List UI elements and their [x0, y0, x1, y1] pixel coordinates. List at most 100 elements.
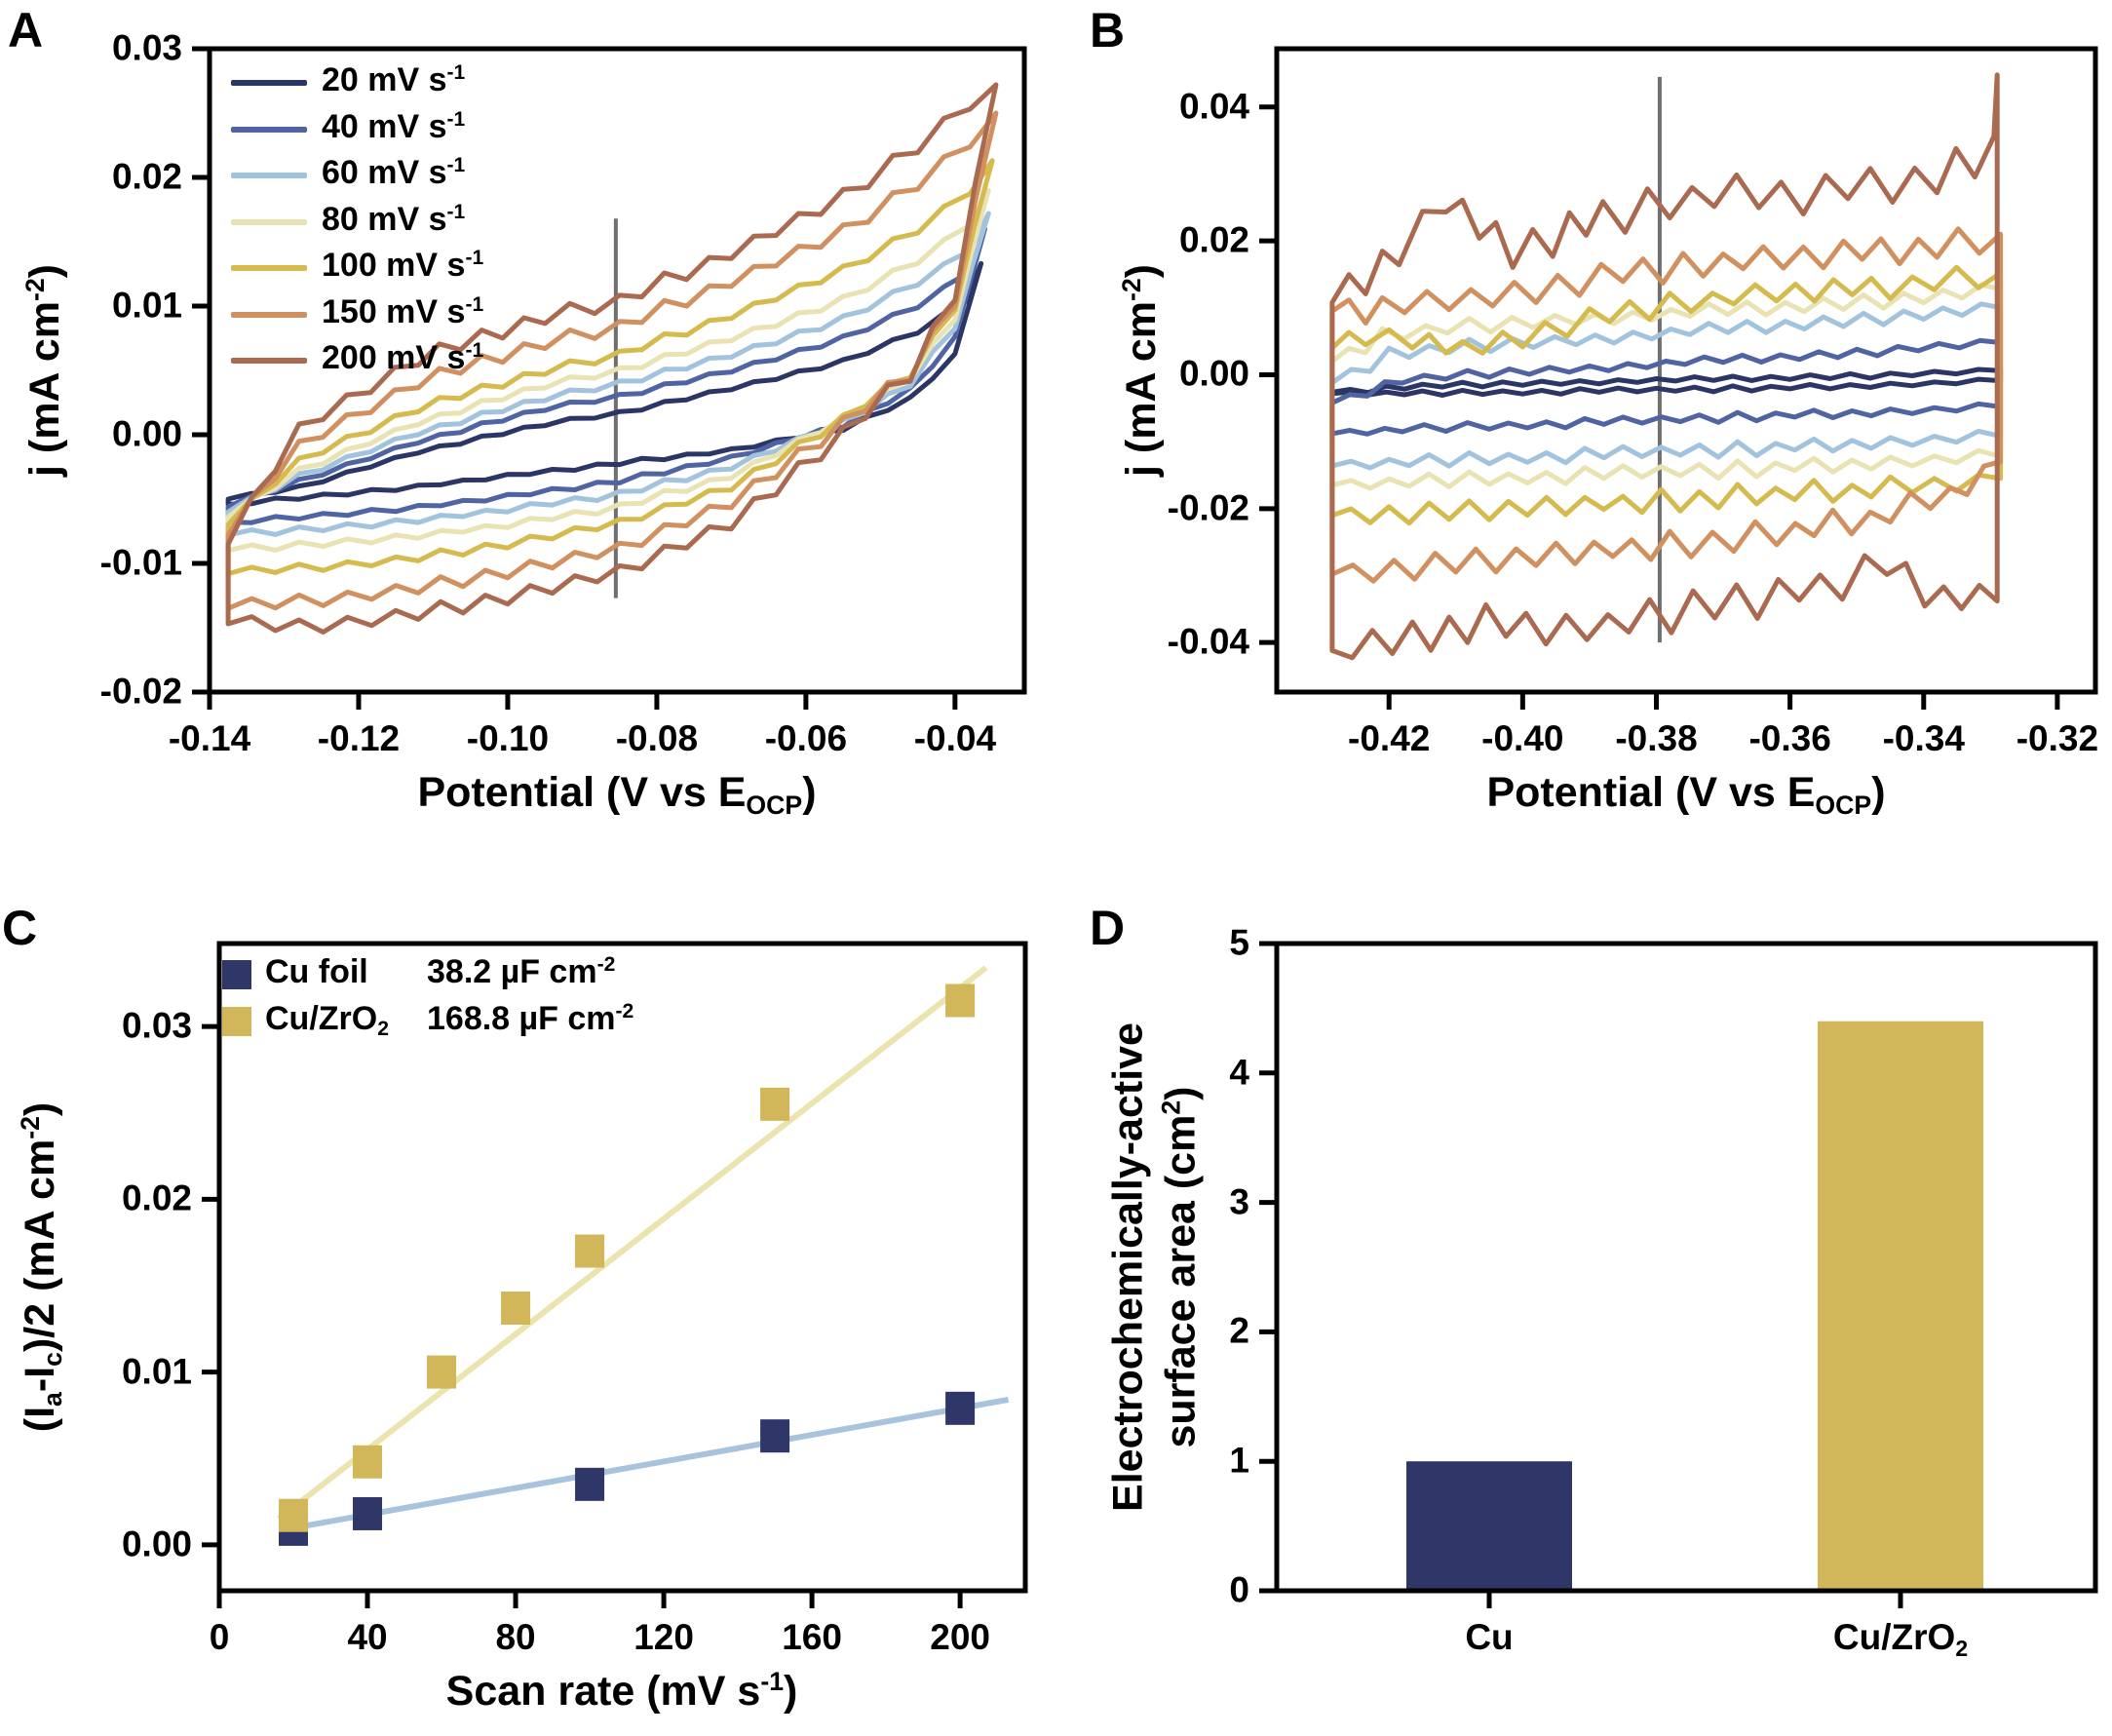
cv-curve-A-200mvs — [225, 82, 999, 635]
x-tick-label-C-0: 0 — [209, 1617, 230, 1657]
scatter-point-cu-zro2 — [279, 1498, 309, 1532]
label-part: surface area (cm — [1157, 1114, 1204, 1448]
label-part: j (mA cm — [21, 301, 69, 478]
cv-curve-B-20mvs — [1329, 366, 2004, 398]
label-part: -1 — [446, 154, 466, 177]
label-part: ) — [1118, 263, 1166, 279]
x-tick-label-B-4: -0.34 — [1882, 718, 1965, 758]
y-tick-label-A-1: 0.02 — [111, 156, 182, 197]
label-part: 150 mV s — [322, 292, 466, 330]
label-part: Cu — [1465, 1617, 1514, 1657]
label-part: 40 mV s — [322, 107, 447, 145]
legend-value-C-cu-zro2: 168.8 µF cm-2 — [427, 1000, 634, 1037]
axis-label-x-A: Potential (V vs EOCP) — [417, 769, 816, 819]
y-tick-label-A-2: 0.01 — [111, 285, 182, 326]
cv-curve-A-150mvs — [225, 110, 999, 611]
label-part: -1 — [465, 292, 484, 316]
cv-curve-A-100mvs — [225, 158, 995, 577]
legend-item-A-20mvs: 20 mV s-1 — [322, 61, 465, 98]
label-part: 60 mV s — [322, 154, 447, 191]
axis-label-x-C: Scan rate (mV s-1) — [445, 1667, 798, 1715]
panel-letter-C: C — [2, 901, 38, 955]
cv-curve-A-80mvs — [225, 187, 991, 554]
y-tick-label-A-5: -0.02 — [99, 671, 182, 712]
x-tick-label-C-3: 120 — [634, 1617, 694, 1657]
scatter-point-cu-foil — [575, 1467, 605, 1501]
axis-label-line: (Ia-Ic)/2 (mA cm-2) — [15, 1102, 67, 1432]
y-tick-label-D-3: 2 — [1229, 1311, 1249, 1352]
x-tick-label-A-3: -0.08 — [615, 718, 699, 758]
label-part: -2 — [20, 278, 51, 302]
y-tick-label-B-1: 0.02 — [1178, 219, 1249, 260]
x-tick-label-C-2: 80 — [495, 1617, 536, 1657]
label-part: -2 — [615, 1000, 634, 1023]
y-tick-label-C-3: 0.00 — [121, 1524, 192, 1564]
y-tick-label-B-3: -0.02 — [1167, 487, 1249, 528]
axis-label-line: j (mA cm-2) — [19, 264, 72, 477]
label-part: j (mA cm — [1118, 301, 1166, 478]
y-tick-label-D-1: 4 — [1229, 1052, 1249, 1093]
y-tick-label-C-1: 0.02 — [121, 1177, 192, 1218]
fit-line-cu-zro2 — [276, 965, 988, 1522]
label-part: -I — [17, 1366, 64, 1393]
bar-cu — [1406, 1461, 1572, 1591]
label-part: -1 — [446, 200, 466, 223]
label-part: )/2 (mA cm — [17, 1138, 64, 1353]
x-tick-label-A-4: -0.06 — [764, 718, 848, 758]
label-part: Cu/ZrO — [265, 1000, 378, 1037]
plot-box-C — [216, 941, 1028, 1594]
scatter-point-cu-foil — [945, 1391, 976, 1425]
x-tick-label-C-4: 160 — [782, 1617, 842, 1657]
axis-label-y-A: j (mA cm-2) — [19, 264, 72, 477]
legend-value-C-cu-foil: 38.2 µF cm-2 — [427, 953, 616, 990]
label-part: 2 — [1156, 1099, 1186, 1115]
label-part: -2 — [596, 953, 616, 977]
axis-label-line: surface area (cm2) — [1155, 1022, 1208, 1512]
x-tick-label-A-1: -0.12 — [317, 718, 401, 758]
legend-swatch-C-cu-zro2 — [222, 1007, 251, 1036]
scatter-point-cu-zro2 — [353, 1445, 383, 1479]
y-tick-label-B-0: 0.04 — [1178, 86, 1249, 127]
label-part: -1 — [465, 339, 484, 363]
legend-swatch-A-80mvs — [231, 218, 307, 225]
label-part: ) — [1157, 1086, 1204, 1100]
axis-label-y-B: j (mA cm-2) — [1116, 264, 1169, 477]
legend-item-A-150mvs: 150 mV s-1 — [322, 292, 484, 330]
legend-item-A-40mvs: 40 mV s-1 — [322, 107, 465, 145]
scatter-point-cu-zro2 — [427, 1355, 457, 1389]
label-part: Cu/ZrO — [1832, 1617, 1956, 1657]
y-tick-label-A-4: -0.01 — [99, 542, 182, 583]
legend-swatch-A-200mvs — [231, 358, 307, 364]
label-part: Potential (V vs E — [1486, 769, 1816, 816]
bar-label-cu: Cu — [1465, 1617, 1514, 1658]
scatter-point-cu-zro2 — [501, 1292, 531, 1326]
legend-swatch-A-20mvs — [231, 80, 307, 86]
label-part: OCP — [746, 790, 803, 820]
label-part: ) — [17, 1101, 64, 1117]
cv-curve-A-60mvs — [225, 211, 991, 538]
label-part: Potential (V vs E — [417, 769, 747, 816]
label-part: Scan rate (mV s — [445, 1668, 761, 1715]
axis-label-y-D: Electrochemically-active surface area (cm… — [1102, 1022, 1208, 1512]
label-part: ) — [784, 1668, 798, 1715]
panel-letter-B: B — [1090, 3, 1126, 58]
label-part: ) — [21, 263, 69, 279]
cv-curve-B-100mvs — [1329, 264, 2004, 526]
label-part: -2 — [16, 1116, 46, 1139]
x-tick-label-B-5: -0.32 — [2016, 718, 2099, 758]
panel-letter-A: A — [8, 3, 44, 58]
legend-swatch-A-100mvs — [231, 265, 307, 271]
label-part: ) — [1871, 769, 1886, 816]
y-tick-label-B-4: -0.04 — [1167, 621, 1249, 662]
label-part: Electrochemically-active — [1104, 1022, 1152, 1512]
y-tick-label-B-2: 0.00 — [1178, 354, 1249, 395]
panel-letter-D: D — [1090, 901, 1126, 955]
label-part: 168.8 µF cm — [427, 1000, 616, 1037]
fit-line-cu-foil — [285, 1397, 1010, 1532]
label-part: -1 — [760, 1667, 785, 1697]
legend-item-A-200mvs: 200 mV s-1 — [322, 339, 484, 376]
label-part: c — [38, 1352, 68, 1367]
y-tick-label-C-0: 0.03 — [121, 1005, 192, 1046]
